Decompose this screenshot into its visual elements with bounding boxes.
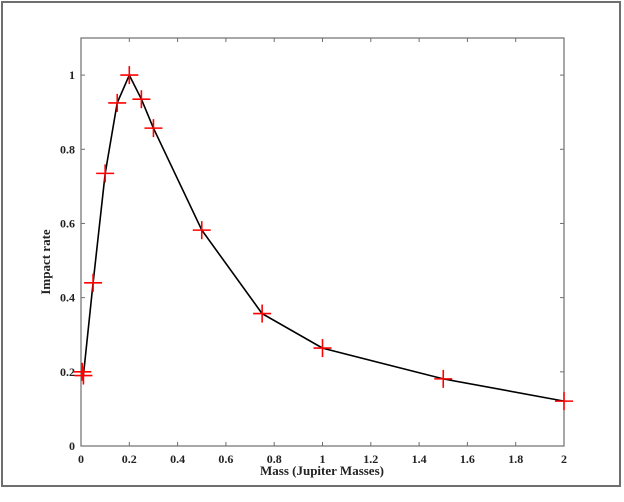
x-tick-label: 1.6 bbox=[460, 452, 475, 466]
figure-frame bbox=[1, 1, 621, 487]
plot-axes: 0 0.2 0.4 0.6 0.8 1 1.2 1.4 1.6 1.8 2 0 0.2 0.4 0.6 0.8… bbox=[60, 37, 567, 466]
x-tick-label: 0 bbox=[78, 452, 84, 466]
x-tick-label: 1.4 bbox=[412, 452, 427, 466]
x-tick-label: 1 bbox=[320, 452, 326, 466]
plus-marker-icon bbox=[313, 339, 332, 358]
y-tick-label: 0.2 bbox=[60, 365, 75, 379]
plus-marker-icon bbox=[84, 273, 103, 292]
y-tick-label: 0 bbox=[69, 439, 75, 453]
x-tick-label: 2 bbox=[561, 452, 567, 466]
x-tick-label: 0.6 bbox=[218, 452, 233, 466]
plot-box bbox=[80, 37, 565, 447]
plus-marker-icon bbox=[253, 304, 272, 323]
y-tick-label: 0.8 bbox=[60, 142, 75, 156]
y-tick-label: 0.6 bbox=[60, 216, 75, 230]
plus-marker-icon bbox=[132, 90, 151, 109]
plus-marker-icon bbox=[108, 93, 127, 112]
plus-marker-icon bbox=[73, 362, 92, 381]
plus-marker-icon bbox=[144, 119, 163, 138]
plus-marker-icon bbox=[74, 366, 93, 385]
x-tick-label: 0.4 bbox=[170, 452, 185, 466]
plus-marker-icon bbox=[96, 164, 115, 183]
plus-marker-icon bbox=[555, 392, 573, 411]
plus-marker-icon bbox=[434, 369, 453, 388]
y-tick-label: 0.4 bbox=[60, 291, 75, 305]
x-axis-label: Mass (Jupiter Masses) bbox=[260, 463, 384, 478]
plus-marker-icon bbox=[192, 221, 211, 240]
x-tick-label: 0.2 bbox=[122, 452, 137, 466]
y-axis-label: Impact rate bbox=[38, 229, 53, 295]
x-tick-label: 0.8 bbox=[267, 452, 282, 466]
x-tick-label: 1.8 bbox=[508, 452, 523, 466]
y-tick-label: 1 bbox=[69, 68, 75, 82]
plus-marker-icon bbox=[120, 66, 139, 85]
x-tick-label: 1.2 bbox=[363, 452, 378, 466]
data-markers bbox=[73, 66, 573, 411]
